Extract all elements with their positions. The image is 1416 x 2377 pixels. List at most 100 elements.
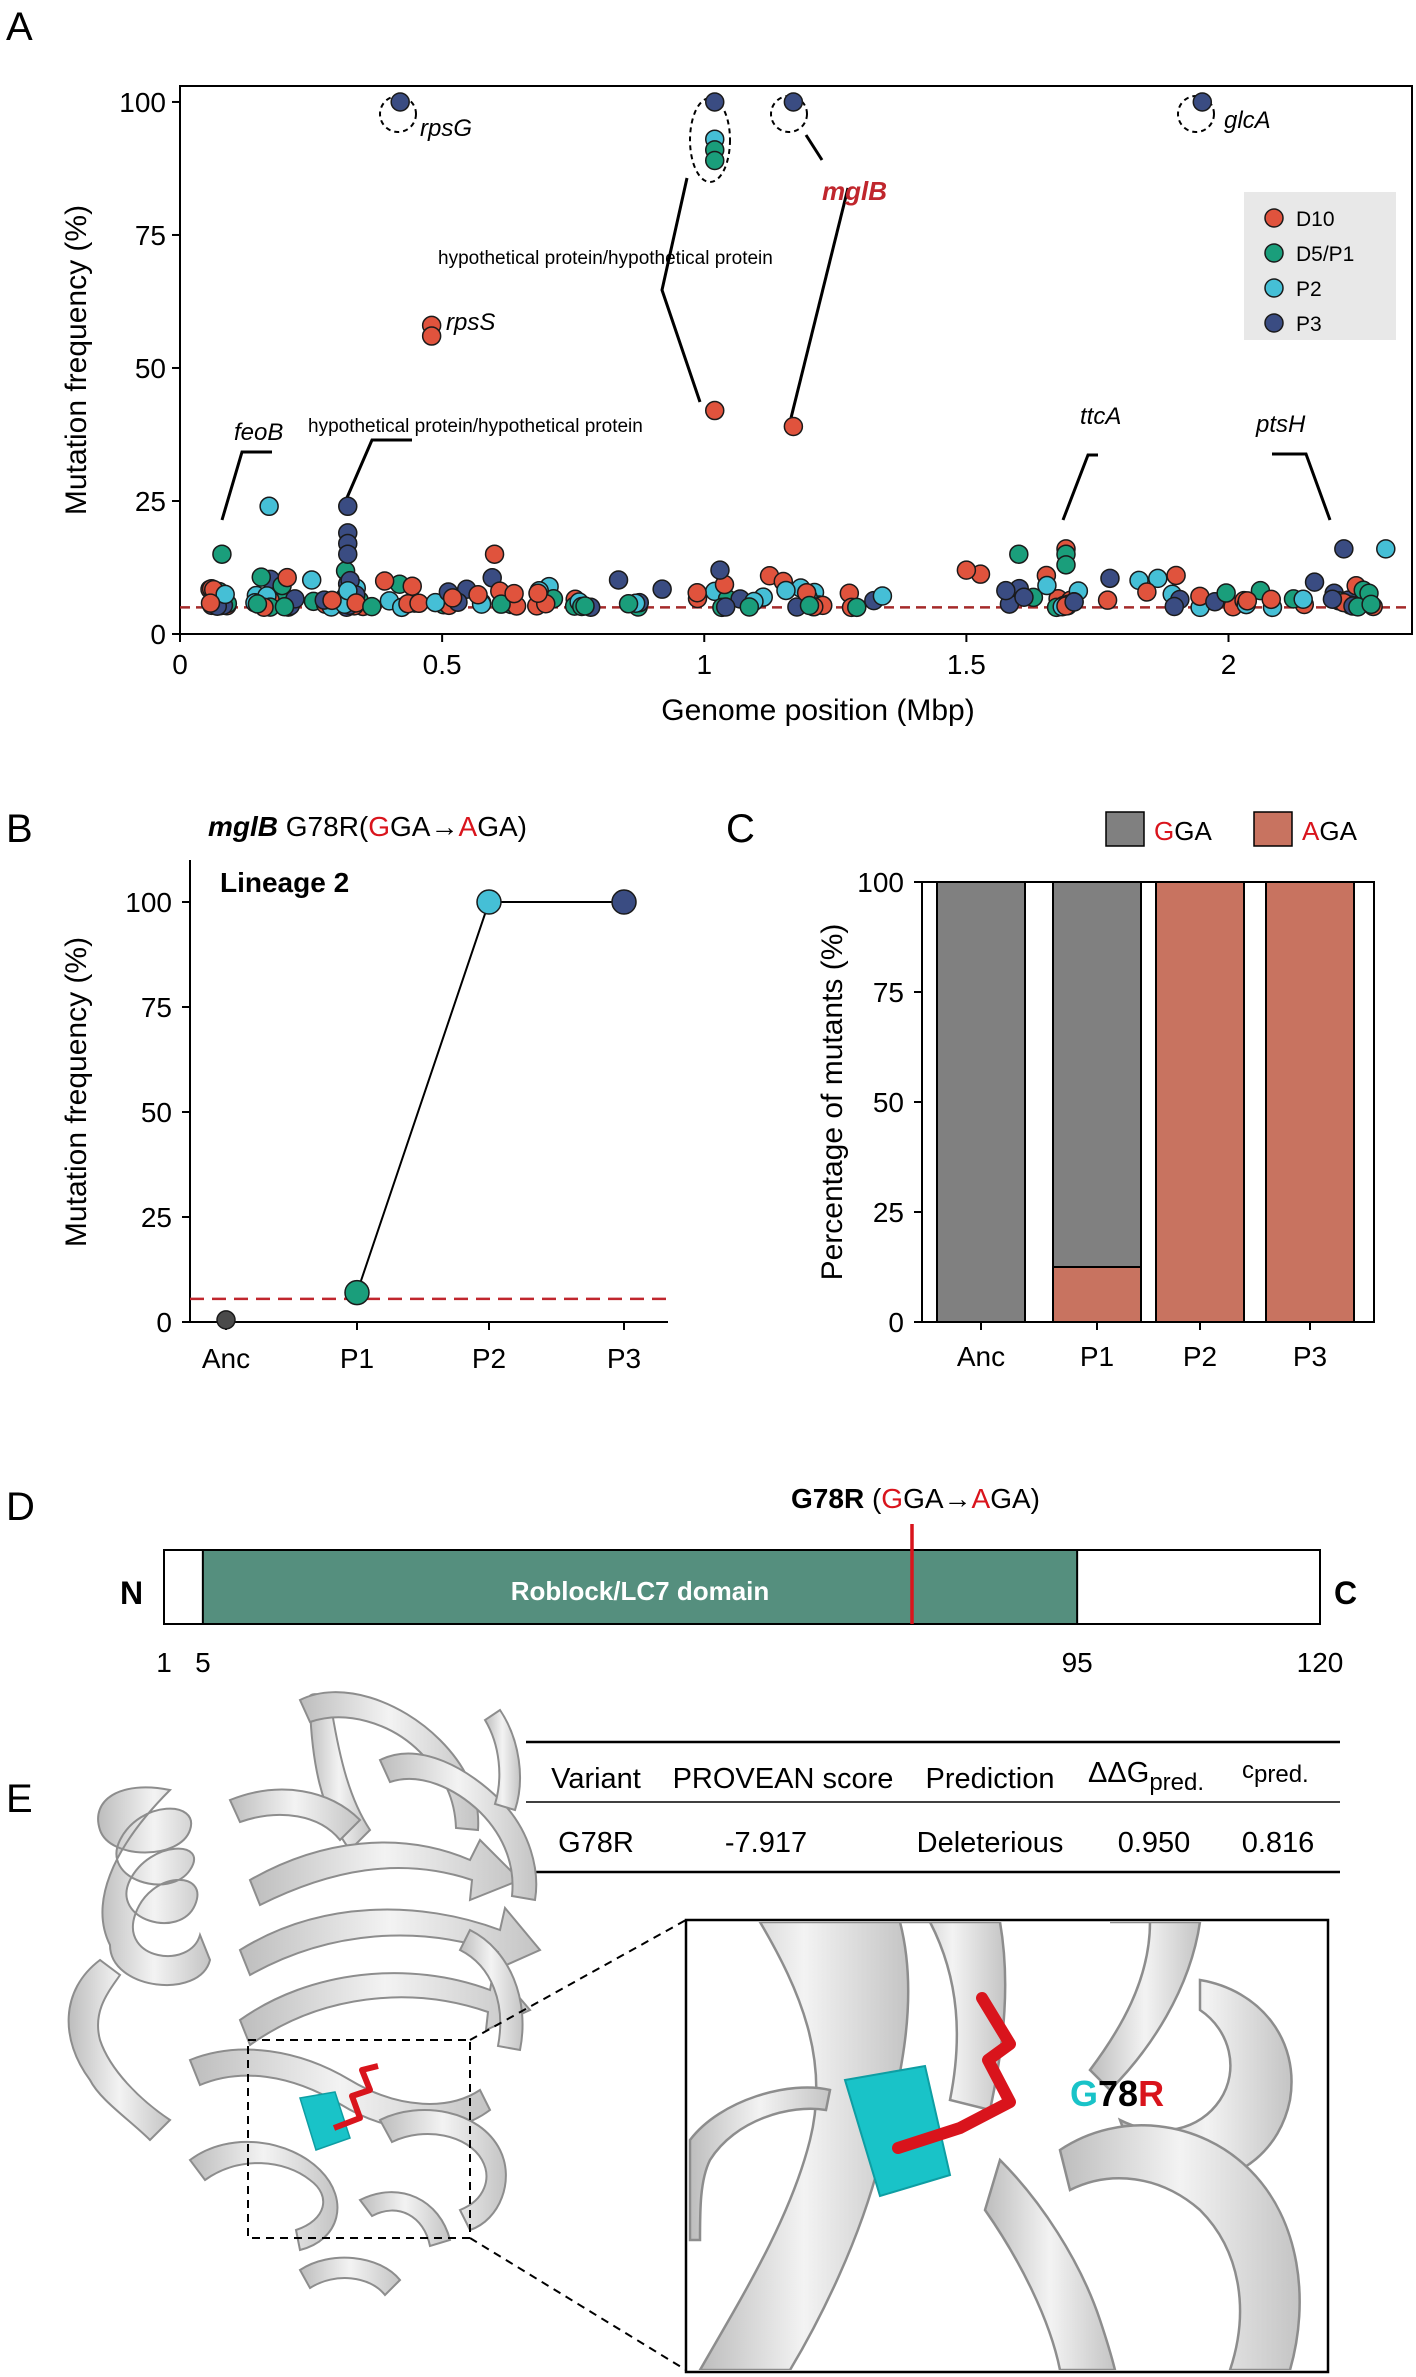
data-point-highlight bbox=[338, 496, 358, 517]
legend-label-a: D10 bbox=[1296, 208, 1335, 231]
annotation-hyp1: hypothetical protein/hypothetical protei… bbox=[438, 248, 773, 269]
series-line-b bbox=[356, 901, 624, 1293]
data-point bbox=[468, 584, 488, 605]
y-axis-label-a: Mutation frequency (%) bbox=[60, 205, 93, 515]
data-point bbox=[799, 595, 820, 616]
y-axis-a: 0 25 50 75 100 bbox=[119, 87, 180, 650]
y-tick-label-a: 100 bbox=[119, 87, 166, 118]
legend-label-c: GGA bbox=[1154, 816, 1212, 846]
data-point-highlight bbox=[710, 560, 730, 580]
y-tick-label-a: 25 bbox=[135, 486, 166, 517]
scatter-plot-a: 0 25 50 75 100 0 0.5 1 1.5 2 rpsG glcA mglB rpsS… bbox=[60, 85, 1413, 727]
x-axis-b: Anc P1 P2 P3 bbox=[202, 1322, 641, 1374]
y-tick-label-a: 0 bbox=[150, 619, 166, 650]
callout-mglb-top bbox=[804, 134, 824, 161]
data-point bbox=[652, 579, 672, 599]
y-tick-label-b: 75 bbox=[141, 992, 172, 1023]
position-label: 1 bbox=[156, 1647, 172, 1678]
data-point-highlight bbox=[338, 544, 358, 564]
position-label: 95 bbox=[1062, 1647, 1093, 1678]
data-point bbox=[247, 594, 268, 614]
y-axis-label-c: Percentage of mutants (%) bbox=[816, 924, 849, 1281]
callout-mglb bbox=[788, 187, 850, 423]
legend-swatch-c bbox=[1105, 811, 1145, 847]
table-header-variant: Variant bbox=[551, 1763, 641, 1795]
x-axis-label-a: Genome position (Mbp) bbox=[661, 694, 974, 727]
data-point-highlight bbox=[1056, 555, 1076, 575]
data-point bbox=[491, 594, 511, 614]
data-point bbox=[872, 586, 893, 606]
data-point bbox=[301, 570, 322, 590]
y-tick-label-c: 0 bbox=[888, 1307, 904, 1338]
y-tick-label-a: 50 bbox=[135, 353, 166, 384]
data-point-highlight bbox=[1376, 539, 1396, 559]
panel-label-c: C bbox=[726, 807, 755, 851]
table-header-provean: PROVEAN score bbox=[673, 1763, 894, 1795]
data-point-highlight bbox=[956, 560, 977, 580]
panel-label-b: B bbox=[6, 807, 33, 851]
arginine-sidechain-zoom bbox=[892, 1992, 1016, 2154]
data-point bbox=[251, 567, 272, 587]
legend-a: D10 D5/P1 P2 P3 bbox=[1244, 192, 1396, 340]
legend-label-a: P2 bbox=[1296, 278, 1322, 301]
panel-label-a: A bbox=[6, 5, 33, 49]
highlight-hyp1 bbox=[689, 97, 731, 183]
x-tick-label-a: 2 bbox=[1221, 649, 1237, 680]
x-axis-a: 0 0.5 1 1.5 2 bbox=[172, 634, 1236, 680]
gene-label-glca: glcA bbox=[1224, 107, 1271, 134]
y-tick-label-b: 100 bbox=[125, 887, 172, 918]
gene-label-rpss: rpsS bbox=[446, 309, 495, 336]
data-point bbox=[1293, 589, 1313, 610]
x-tick-label-b: Anc bbox=[202, 1343, 250, 1374]
y-tick-label-c: 25 bbox=[873, 1197, 904, 1228]
panel-label-d: D bbox=[6, 1485, 35, 1529]
data-point bbox=[362, 596, 382, 617]
bar-segment-aga bbox=[1155, 881, 1245, 1323]
lineage-label-b: Lineage 2 bbox=[220, 867, 349, 898]
arginine-sidechain-full bbox=[332, 2063, 379, 2131]
bar-segment-gga bbox=[1052, 881, 1142, 1268]
data-point bbox=[687, 583, 707, 603]
legend-label-c: AGA bbox=[1302, 816, 1358, 846]
panel-label-e: E bbox=[6, 1777, 33, 1821]
data-point bbox=[1361, 594, 1381, 615]
c-terminus-label: C bbox=[1334, 1575, 1357, 1611]
chart-title-b: mglB G78R(GGA→AGA) bbox=[208, 811, 527, 842]
roblock-domain bbox=[201, 1549, 1079, 1625]
data-point-b bbox=[476, 889, 502, 915]
data-point-highlight bbox=[212, 544, 232, 564]
domain-label: Roblock/LC7 domain bbox=[511, 1576, 770, 1606]
position-label: 5 bbox=[195, 1647, 211, 1678]
data-point bbox=[200, 593, 221, 613]
data-point-b bbox=[344, 1279, 370, 1306]
data-point bbox=[847, 597, 867, 618]
data-point-highlight bbox=[704, 150, 725, 171]
data-point bbox=[1037, 575, 1057, 596]
mutation-label-d: G78R (GGA→AGA) bbox=[791, 1483, 1040, 1514]
bar-segment-aga bbox=[1052, 1266, 1142, 1323]
data-point bbox=[409, 593, 429, 614]
legend-marker-a bbox=[1264, 278, 1284, 298]
data-point bbox=[618, 594, 639, 614]
line-plot-b: mglB G78R(GGA→AGA) Lineage 2 0255075100 … bbox=[60, 811, 668, 1374]
data-point bbox=[776, 580, 796, 601]
x-tick-label-b: P2 bbox=[472, 1343, 506, 1374]
stacked-bar-c: GGA AGA 0 25 50 75 100 Anc P1 P2 P3 Percentage o… bbox=[816, 811, 1375, 1372]
data-point-b bbox=[611, 889, 637, 915]
gene-label-rpsg: rpsG bbox=[420, 115, 472, 142]
table-cell-prediction: Deleterious bbox=[917, 1827, 1064, 1859]
x-tick-label-a: 0.5 bbox=[423, 649, 462, 680]
gene-label-mglb: mglB bbox=[822, 176, 887, 206]
data-point-highlight bbox=[783, 92, 804, 112]
bar-segment-aga bbox=[1265, 881, 1355, 1323]
legend-c: GGA AGA bbox=[1105, 811, 1358, 847]
mutation-label-zoom: G78R bbox=[1070, 2073, 1164, 2114]
protein-structure-full bbox=[67, 1691, 542, 2297]
x-tick-label-c: Anc bbox=[957, 1341, 1005, 1372]
table-header-ddg: ΔΔGpred. bbox=[1088, 1757, 1204, 1796]
highlight-points-a bbox=[212, 92, 1396, 586]
data-point bbox=[374, 571, 395, 591]
callout-ptsh bbox=[1272, 452, 1332, 521]
